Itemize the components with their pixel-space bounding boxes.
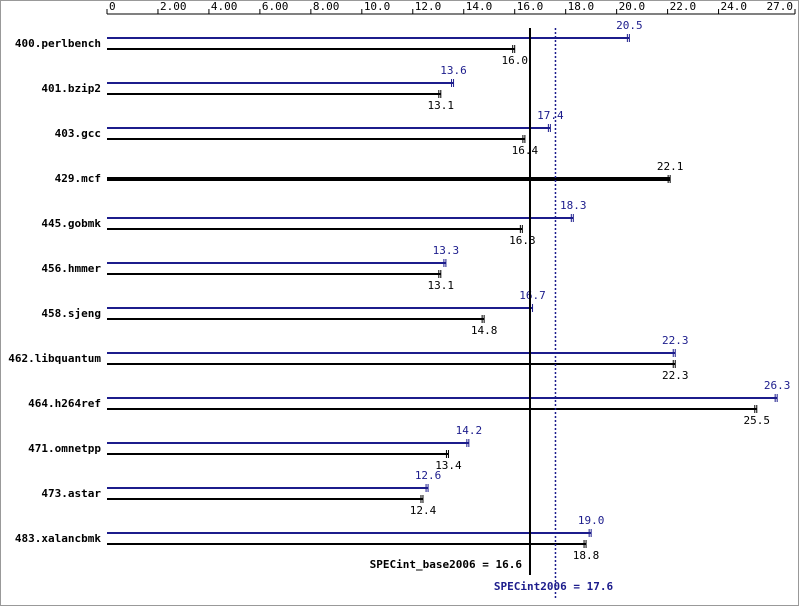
- bar: [107, 532, 592, 534]
- bar: [107, 397, 778, 399]
- value-label: 12.6: [415, 469, 442, 482]
- value-label: 16.7: [519, 289, 546, 302]
- bar: [107, 138, 525, 140]
- bar: [107, 408, 757, 410]
- category-label: 456.hmmer: [41, 262, 101, 275]
- category-label: 464.h264ref: [28, 397, 101, 410]
- category-label: 462.libquantum: [8, 352, 101, 365]
- category-label: 458.sjeng: [41, 307, 101, 320]
- value-label: 12.4: [410, 504, 437, 517]
- bar: [107, 487, 429, 489]
- bar: [107, 228, 523, 230]
- x-tick-label: 6.00: [262, 0, 289, 13]
- category-label: 483.xalancbmk: [15, 532, 101, 545]
- value-label: 16.4: [512, 144, 539, 157]
- bar: [107, 498, 423, 500]
- bar: [107, 93, 441, 95]
- bar: [107, 442, 469, 444]
- bar: [107, 307, 533, 309]
- x-tick-label: 12.0: [415, 0, 442, 13]
- category-label: 471.omnetpp: [28, 442, 101, 455]
- x-tick-label: 8.00: [313, 0, 340, 13]
- category-label: 473.astar: [41, 487, 101, 500]
- bar: [107, 352, 676, 354]
- value-label: 16.3: [509, 234, 536, 247]
- value-label: 13.3: [433, 244, 460, 257]
- bar: [107, 543, 587, 545]
- bar: [107, 262, 446, 264]
- x-tick-label: 20.0: [619, 0, 646, 13]
- category-label: 445.gobmk: [41, 217, 101, 230]
- bar: [107, 127, 551, 129]
- reference-label: SPECint_base2006 = 16.6: [370, 558, 523, 571]
- reference-label: SPECint2006 = 17.6: [494, 580, 614, 593]
- category-label: 401.bzip2: [41, 82, 101, 95]
- x-tick-label: 27.0: [767, 0, 794, 13]
- x-tick-label: 2.00: [160, 0, 187, 13]
- x-tick-label: 18.0: [568, 0, 595, 13]
- value-label: 13.4: [435, 459, 462, 472]
- bar: [107, 273, 441, 275]
- value-label: 22.3: [662, 369, 689, 382]
- bar: [107, 453, 449, 455]
- category-label: 429.mcf: [55, 172, 101, 185]
- value-label: 26.3: [764, 379, 791, 392]
- value-label: 18.3: [560, 199, 587, 212]
- x-tick-label: 14.0: [466, 0, 493, 13]
- value-label: 13.1: [428, 279, 455, 292]
- bar: [107, 318, 485, 320]
- value-label: 14.2: [456, 424, 483, 437]
- bar: [107, 48, 515, 50]
- x-tick-label: 16.0: [517, 0, 544, 13]
- value-label: 14.8: [471, 324, 498, 337]
- x-tick-label: 24.0: [721, 0, 748, 13]
- value-label: 20.5: [616, 19, 643, 32]
- value-label: 13.6: [440, 64, 467, 77]
- value-label: 13.1: [428, 99, 455, 112]
- value-label: 17.4: [537, 109, 564, 122]
- bar: [107, 37, 630, 39]
- value-label: 19.0: [578, 514, 605, 527]
- x-tick-label: 22.0: [670, 0, 697, 13]
- x-tick-label: 4.00: [211, 0, 238, 13]
- category-label: 400.perlbench: [15, 37, 101, 50]
- bar: [107, 217, 574, 219]
- value-label: 22.3: [662, 334, 689, 347]
- x-tick-label: 0: [109, 0, 116, 13]
- x-tick-label: 10.0: [364, 0, 391, 13]
- value-label: 22.1: [657, 160, 684, 173]
- category-label: 403.gcc: [55, 127, 101, 140]
- bar: [107, 177, 671, 181]
- value-label: 18.8: [573, 549, 600, 562]
- value-label: 25.5: [744, 414, 771, 427]
- value-label: 16.0: [501, 54, 528, 67]
- bar: [107, 363, 676, 365]
- bar: [107, 82, 454, 84]
